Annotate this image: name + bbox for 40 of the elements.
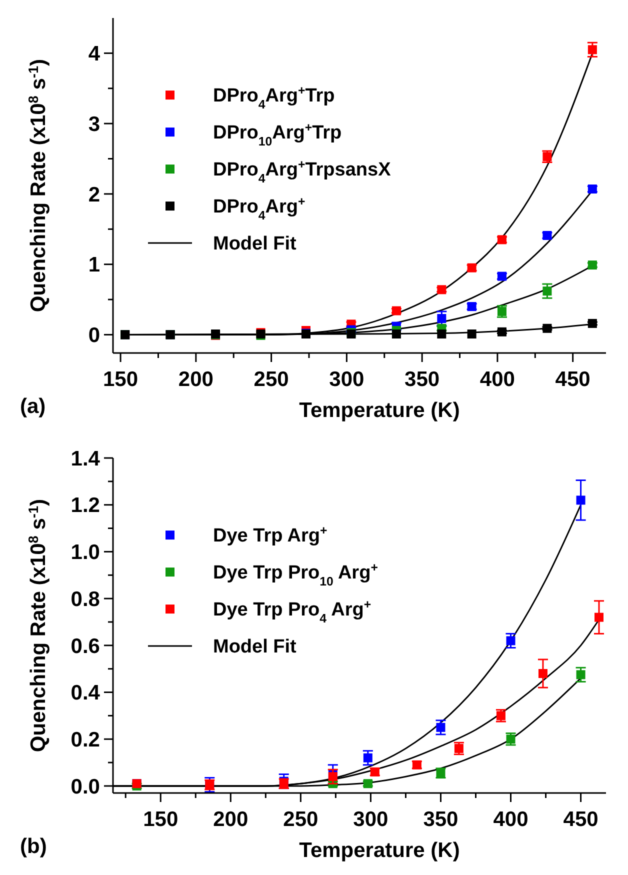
y-tick-label: 0.2: [70, 728, 100, 752]
y-tick-label: 3: [88, 112, 100, 136]
legend-label: DPro$_{10}$Arg$^{+}$Trp: [213, 120, 342, 149]
legend-label: Model Fit: [213, 234, 298, 255]
y-tick-label: 0.6: [70, 634, 100, 658]
x-tick-label: 400: [493, 808, 528, 831]
x-tick-label: 150: [143, 808, 178, 831]
x-tick-label: 400: [480, 368, 515, 391]
y-tick-label: 0.4: [70, 682, 100, 705]
y-tick-label: 0: [88, 324, 100, 348]
x-tick-label: 200: [178, 368, 214, 391]
legend-label: DPro$_{4}$Arg$^{+}$: [213, 194, 306, 223]
x-tick-label: 250: [283, 808, 318, 831]
x-axis-title: Temperature (K): [299, 839, 460, 862]
legend-label: Model Fit: [213, 636, 298, 658]
x-tick-label: 350: [404, 368, 440, 391]
y-tick-label: 4: [88, 42, 100, 66]
x-tick-label: 300: [353, 808, 388, 831]
legend-label: Dye Trp Pro$_{10}$ Arg$^{+}$: [213, 560, 378, 589]
y-tick-label: 0.0: [70, 775, 100, 798]
x-tick-label: 350: [423, 808, 458, 831]
legend-label: DPro$_{4}$Arg$^{+}$TrpsansX: [213, 158, 392, 186]
legend-label: DPro$_{4}$Arg$^{+}$Trp: [213, 84, 335, 112]
legend-label: Dye Trp Arg$^{+}$: [213, 524, 328, 547]
y-tick-label: 1: [88, 254, 100, 277]
legend-label: Dye Trp Pro$_{4}$ Arg$^{+}$: [213, 598, 372, 626]
x-tick-label: 450: [555, 368, 590, 391]
x-tick-label: 200: [213, 808, 248, 831]
y-tick-label: 1.2: [70, 494, 100, 518]
y-tick-label: 0.8: [70, 588, 100, 611]
x-axis-title: Temperature (K): [299, 399, 460, 422]
x-tick-label: 300: [329, 368, 364, 391]
y-tick-label: 2: [88, 183, 100, 206]
y-tick-label: 1.4: [70, 447, 100, 470]
x-tick-label: 250: [254, 368, 289, 391]
y-tick-label: 1.0: [70, 541, 100, 564]
x-tick-label: 450: [563, 808, 598, 831]
text: (a): [20, 395, 46, 418]
text: (b): [20, 835, 47, 858]
x-tick-label: 150: [103, 368, 138, 391]
